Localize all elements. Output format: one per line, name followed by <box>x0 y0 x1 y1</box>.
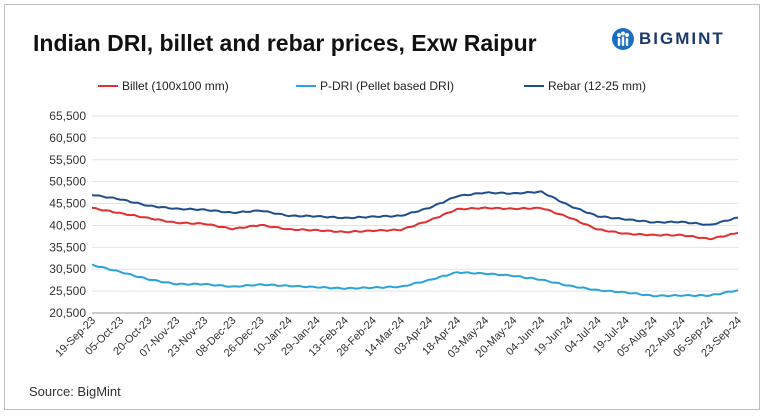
y-tick-label: 45,500 <box>49 197 86 211</box>
legend-swatch-rebar <box>524 85 544 87</box>
legend-item-pdri: P-DRI (Pellet based DRI) <box>296 79 454 93</box>
legend-item-billet: Billet (100x100 mm) <box>98 79 229 93</box>
legend-label-rebar: Rebar (12-25 mm) <box>548 79 647 93</box>
y-tick-label: 55,500 <box>49 153 86 167</box>
source-note: Source: BigMint <box>29 384 121 399</box>
series-line-1 <box>91 263 739 298</box>
chart-frame <box>4 4 760 410</box>
chart-title: Indian DRI, billet and rebar prices, Exw… <box>33 30 537 56</box>
brand-name: BIGMINT <box>639 29 725 48</box>
y-tick-label: 35,500 <box>49 240 86 254</box>
y-tick-label: 65,500 <box>49 109 86 123</box>
series-line-0 <box>91 206 739 241</box>
legend-label-pdri: P-DRI (Pellet based DRI) <box>320 79 455 93</box>
chart-legend: Billet (100x100 mm) P-DRI (Pellet based … <box>0 79 766 95</box>
people-logo-icon <box>612 28 634 50</box>
brand-logo: BIGMINT <box>612 26 725 52</box>
series-line-2 <box>91 190 739 226</box>
y-tick-label: 50,500 <box>49 175 86 189</box>
y-tick-label: 25,500 <box>49 284 86 298</box>
legend-item-rebar: Rebar (12-25 mm) <box>524 79 646 93</box>
y-tick-label: 40,500 <box>49 218 86 232</box>
legend-swatch-pdri <box>296 85 316 87</box>
y-tick-label: 60,500 <box>49 131 86 145</box>
y-tick-label: 20,500 <box>49 306 86 320</box>
legend-swatch-billet <box>98 85 118 87</box>
y-tick-label: 30,500 <box>49 262 86 276</box>
legend-label-billet: Billet (100x100 mm) <box>122 79 229 93</box>
